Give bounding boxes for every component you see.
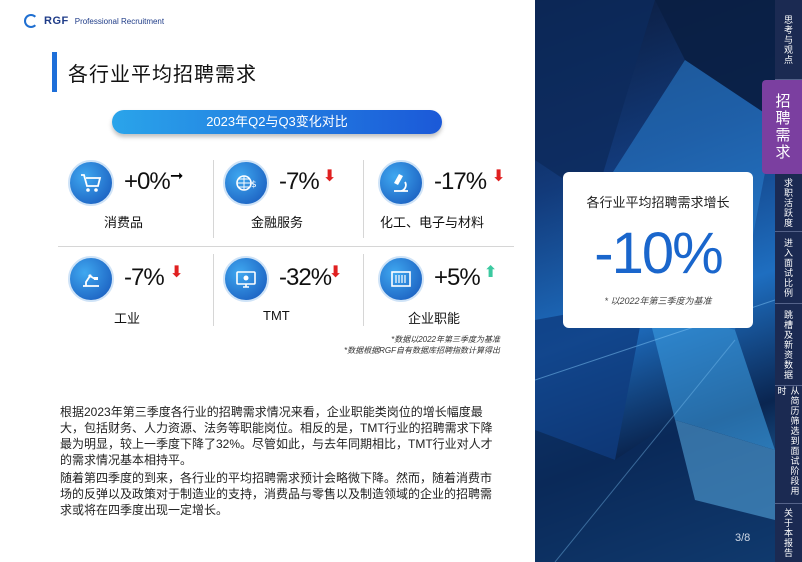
nav-item-label: 跳槽及新资数据: [783, 309, 793, 380]
industry-label: TMT: [263, 308, 290, 323]
title-accent-bar: [52, 52, 57, 92]
footnotes: *数据以2022年第三季度为基准 *数据根据RGF自有数据库招聘指数计算得出: [300, 334, 500, 356]
industry-cell-industrial: -7% ⬇ 工业: [58, 250, 208, 330]
logo-subtitle: Professional Recruitment: [74, 16, 165, 26]
arrow-down-icon: ⬇: [329, 264, 343, 281]
nav-item-label-active: 招聘需求: [773, 93, 791, 161]
grid-divider-horizontal: [58, 246, 514, 247]
footnote: *数据以2022年第三季度为基准: [391, 335, 500, 344]
stat-value: -10%: [594, 221, 723, 286]
change-value: -32%: [279, 264, 332, 291]
svg-text:$: $: [251, 180, 257, 190]
robot-arm-icon: [68, 256, 114, 302]
industry-cell-consumer: +0% ➞ 消费品: [58, 154, 208, 234]
industry-label: 金融服务: [251, 215, 304, 230]
stat-card: 各行业平均招聘需求增长 -10% * 以2022年第三季度为基准: [563, 172, 753, 328]
stat-note: * 以2022年第三季度为基准: [604, 296, 712, 306]
grid-divider-vertical: [213, 160, 214, 238]
nav-item-label: 进入面试比例: [783, 237, 793, 298]
monitor-icon: [223, 256, 269, 302]
microscope-icon: [378, 160, 424, 206]
nav-item-label: 求职活跃度: [783, 177, 793, 228]
footnote: *数据根据RGF自有数据库招聘指数计算得出: [344, 346, 500, 355]
industry-label: 化工、电子与材料: [380, 215, 485, 230]
shopping-cart-icon: [68, 160, 114, 206]
arrow-right-icon: ➞: [170, 168, 184, 185]
change-value: -7%: [124, 264, 165, 291]
industry-label: 工业: [114, 311, 141, 326]
change-value: +0%: [124, 168, 171, 195]
change-value: -7%: [279, 168, 320, 195]
nav-item-label: 思考与观点: [783, 14, 793, 65]
nav-item-about[interactable]: 关于本报告: [775, 504, 802, 562]
logo-brand: RGF: [44, 15, 69, 27]
industry-cell-tmt: -32% ⬇ TMT: [213, 250, 363, 330]
nav-item-label: 关于本报告: [783, 508, 793, 558]
finance-globe-icon: $: [223, 160, 269, 206]
industry-cell-chemical: -17% ⬇ 化工、电子与材料: [368, 154, 518, 234]
office-building-icon: [378, 256, 424, 302]
page-title: 各行业平均招聘需求: [68, 64, 257, 86]
nav-item-screening-time[interactable]: 从简历筛选到面试阶段用时: [775, 386, 802, 504]
industry-label: 消费品: [104, 215, 144, 230]
grid-divider-vertical: [213, 254, 214, 326]
arrow-down-icon: ⬇: [492, 168, 506, 185]
nav-item-salary-data[interactable]: 跳槽及新资数据: [775, 304, 802, 386]
industry-grid: +0% ➞ 消费品 $ -7% ⬇ 金融服务 -17% ⬇ 化工、电子与材料 -…: [58, 154, 514, 329]
grid-divider-vertical: [363, 254, 364, 326]
nav-item-recruitment-demand[interactable]: 招聘需求: [762, 80, 802, 174]
body-paragraph: 根据2023年第三季度各行业的招聘需求情况来看，企业职能类岗位的增长幅度最大，包…: [60, 405, 493, 467]
nav-item-insights[interactable]: 思考与观点: [775, 0, 802, 80]
industry-cell-corporate: +5% ⬆ 企业职能: [368, 250, 518, 330]
stat-title: 各行业平均招聘需求增长: [586, 195, 730, 210]
arrow-up-icon: ⬆: [484, 264, 498, 281]
nav-item-label: 从简历筛选到面试阶段用时: [776, 386, 800, 496]
arrow-down-icon: ⬇: [323, 168, 337, 185]
industry-cell-finance: $ -7% ⬇ 金融服务: [213, 154, 363, 234]
industry-label: 企业职能: [408, 311, 461, 326]
comparison-pill: 2023年Q2与Q3变化对比: [112, 110, 442, 134]
nav-item-interview-ratio[interactable]: 进入面试比例: [775, 232, 802, 304]
page-number: 3/8: [735, 532, 751, 544]
rgf-logo: RGF Professional Recruitment: [24, 14, 164, 28]
arrow-down-icon: ⬇: [170, 264, 184, 281]
grid-divider-vertical: [363, 160, 364, 238]
change-value: +5%: [434, 264, 481, 291]
rgf-logo-mark-icon: [24, 14, 38, 28]
change-value: -17%: [434, 168, 487, 195]
nav-item-job-seeking[interactable]: 求职活跃度: [775, 174, 802, 232]
body-paragraph: 随着第四季度的到来，各行业的平均招聘需求预计会略微下降。然而，随着消费市场的反弹…: [60, 471, 493, 517]
